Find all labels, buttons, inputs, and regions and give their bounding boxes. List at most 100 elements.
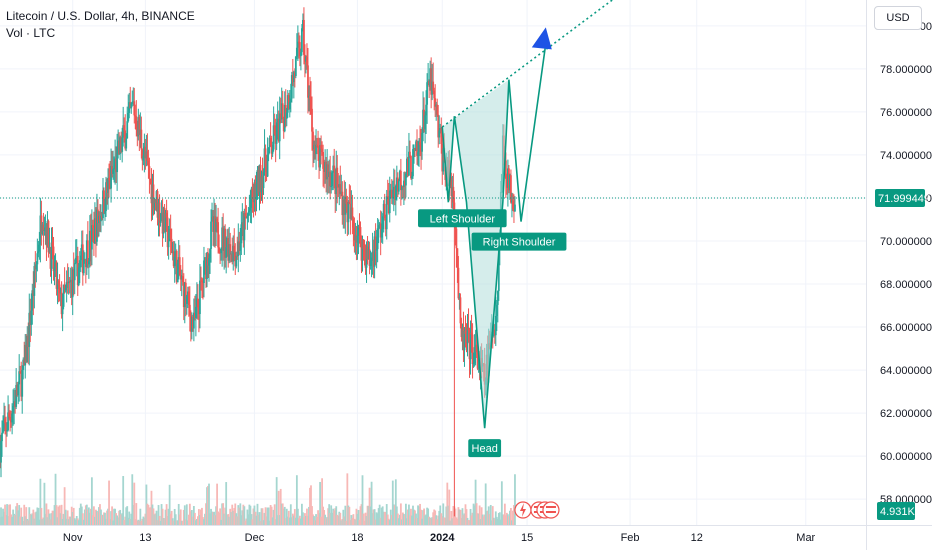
candle-body <box>188 304 191 316</box>
volume-bar <box>160 504 163 525</box>
candle-body <box>79 255 82 261</box>
volume-bar <box>114 508 117 525</box>
candle-body <box>215 218 217 232</box>
volume-bar <box>101 514 103 525</box>
candle-body <box>430 68 433 95</box>
x-tick-label: 13 <box>139 532 151 544</box>
volume-bar <box>86 509 89 525</box>
right-shoulder-label: Right Shoulder <box>471 232 567 251</box>
volume-bar <box>164 509 167 525</box>
candle-body <box>266 154 269 177</box>
volume-bar <box>324 514 327 525</box>
volume-bar <box>389 509 392 525</box>
volume-bar <box>24 516 27 525</box>
volume-bar <box>441 516 444 525</box>
candle-body <box>423 109 425 130</box>
candle-body <box>279 113 282 120</box>
volume-bar <box>452 506 455 525</box>
volume-bar <box>314 520 316 525</box>
candle-body <box>90 225 93 250</box>
chart-legend: Litecoin / U.S. Dollar, 4h, BINANCE Vol … <box>6 8 195 42</box>
candle-body <box>296 41 299 48</box>
volume-bar <box>109 519 111 525</box>
volume-bar <box>44 513 47 525</box>
volume-bar <box>330 505 333 525</box>
candle-body <box>175 250 178 283</box>
volume-bar <box>145 484 148 525</box>
volume-bar <box>180 520 183 525</box>
volume-bar <box>75 516 78 525</box>
candle-body <box>68 281 71 283</box>
volume-bar <box>254 511 257 525</box>
volume-indicator-label[interactable]: Vol · LTC <box>6 26 56 40</box>
candle-body <box>247 212 250 217</box>
volume-bar <box>230 512 233 525</box>
candle-body <box>371 251 374 258</box>
volume-bar <box>288 517 291 525</box>
volume-bar <box>339 512 342 525</box>
volume-bar <box>388 520 391 525</box>
candle-body <box>294 56 297 77</box>
volume-bar <box>424 515 426 525</box>
candle-body <box>226 238 229 248</box>
volume-bar <box>1 516 3 525</box>
candle-body <box>476 351 479 369</box>
volume-bar <box>318 513 320 525</box>
candle-body <box>169 228 172 239</box>
candle-body <box>262 172 265 189</box>
candle-body <box>514 204 516 212</box>
candle-body <box>216 218 218 223</box>
candle-body <box>285 112 288 119</box>
volume-bar <box>337 515 340 525</box>
candle-body <box>37 251 40 254</box>
candle-body <box>442 148 445 172</box>
candle-body <box>83 258 86 260</box>
candle-body <box>356 235 359 243</box>
volume-bar <box>68 516 71 525</box>
volume-bar <box>29 513 32 525</box>
candle-body <box>473 347 476 364</box>
volume-bar <box>60 504 63 525</box>
volume-bar <box>170 510 173 525</box>
volume-bar <box>435 515 438 525</box>
candle-body <box>103 190 105 214</box>
candle-body <box>12 406 15 414</box>
candle-body <box>470 332 473 335</box>
volume-bar <box>381 506 384 525</box>
candle-body <box>397 180 400 192</box>
volume-bar <box>350 515 353 525</box>
volume-bar <box>236 516 239 525</box>
candle-body <box>177 257 180 264</box>
x-tick-label: 12 <box>691 532 703 544</box>
candle-body <box>54 261 57 268</box>
volume-bar <box>369 506 372 525</box>
candle-body <box>255 183 258 200</box>
volume-bar <box>233 508 236 525</box>
volume-bar <box>486 510 489 525</box>
volume-bar <box>373 509 376 525</box>
volume-bar <box>136 520 139 525</box>
candle-body <box>52 246 55 272</box>
flag-stripe <box>545 506 556 508</box>
candle-body <box>75 255 78 258</box>
volume-bar <box>110 511 112 525</box>
candle-body <box>13 401 16 407</box>
candle-body <box>46 220 49 246</box>
candle-body <box>297 41 300 43</box>
currency-button[interactable]: USD <box>874 6 922 30</box>
volume-bar <box>9 504 11 525</box>
candle-body <box>410 156 412 179</box>
volume-bar <box>54 473 57 525</box>
volume-bar <box>309 487 311 525</box>
candle-body <box>50 242 53 269</box>
candle-body <box>230 253 233 255</box>
candle-body <box>41 224 44 235</box>
volume-bar <box>485 510 488 525</box>
volume-bar <box>365 516 368 525</box>
candle-body <box>309 95 311 99</box>
candle-body <box>402 180 405 188</box>
volume-bar <box>354 519 357 525</box>
candle-body <box>147 160 150 167</box>
